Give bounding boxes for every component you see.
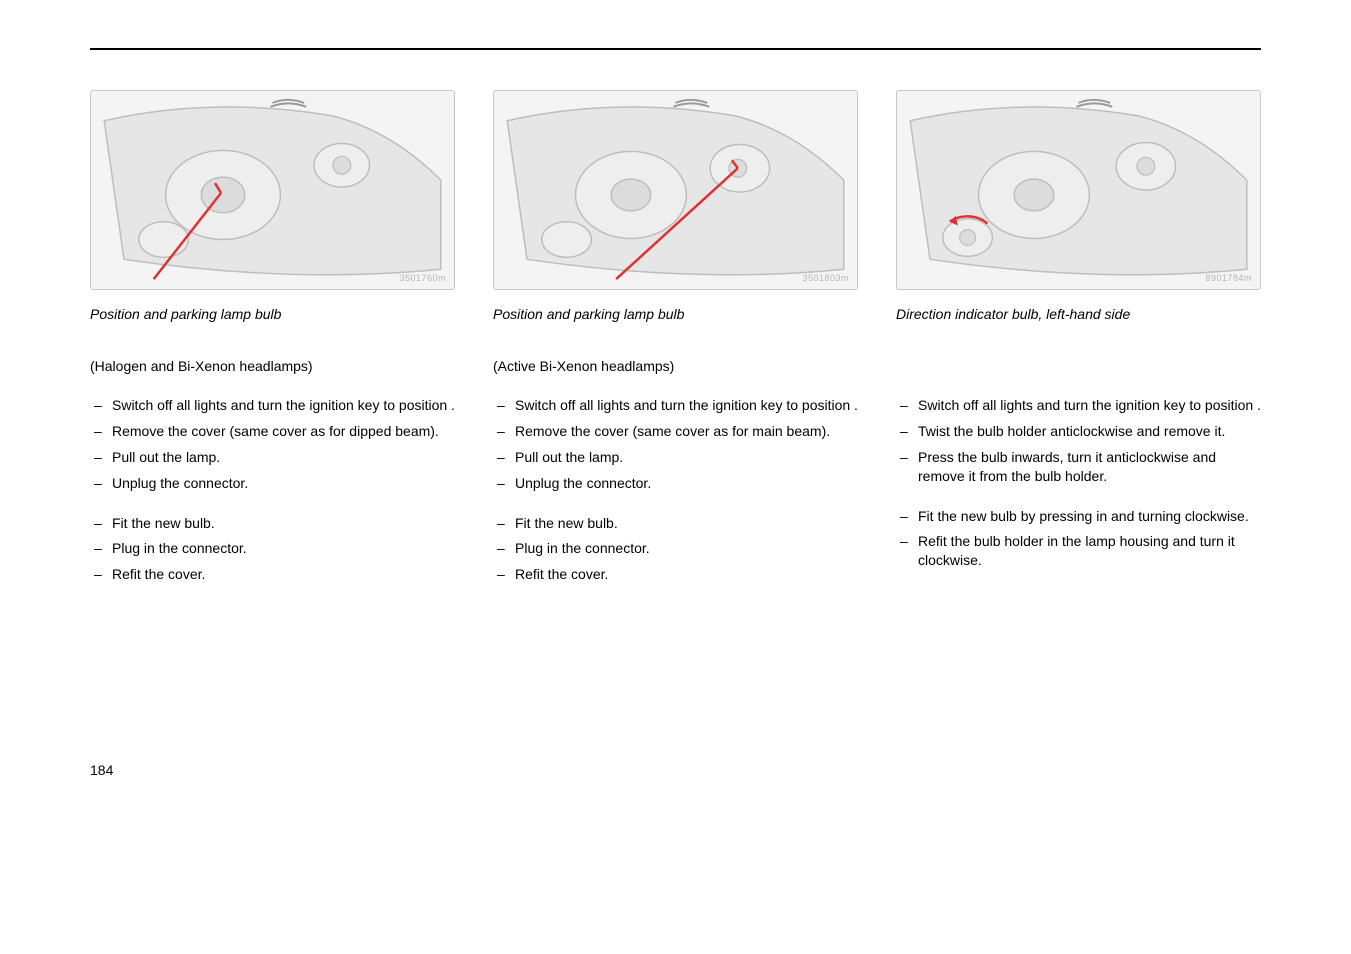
- headlamp-illustration-icon: [91, 91, 454, 289]
- column-1: 3501760m Position and parking lamp bulb …: [90, 90, 455, 591]
- list-item: Fit the new bulb.: [493, 514, 858, 533]
- column-1-steps-a: Switch off all lights and turn the ignit…: [90, 396, 455, 493]
- list-item: Refit the cover.: [90, 565, 455, 584]
- column-3-steps-b: Fit the new bulb by pressing in and turn…: [896, 507, 1261, 571]
- step-group-gap: [896, 493, 1261, 507]
- list-item: Twist the bulb holder anticlockwise and …: [896, 422, 1261, 441]
- list-item: Switch off all lights and turn the ignit…: [493, 396, 858, 415]
- page-number: 184: [90, 762, 113, 778]
- figure-2: 3501803m: [493, 90, 858, 290]
- list-item: Plug in the connector.: [493, 539, 858, 558]
- figure-1-label: 3501760m: [399, 273, 446, 283]
- column-1-subcaption: (Halogen and Bi-Xenon headlamps): [90, 358, 455, 374]
- headlamp-illustration-icon: [897, 91, 1260, 289]
- column-3-steps-a: Switch off all lights and turn the ignit…: [896, 396, 1261, 486]
- figure-2-caption: Position and parking lamp bulb: [493, 306, 858, 322]
- columns-container: 3501760m Position and parking lamp bulb …: [90, 90, 1261, 591]
- column-2-steps-b: Fit the new bulb. Plug in the connector.…: [493, 514, 858, 585]
- figure-1-caption: Position and parking lamp bulb: [90, 306, 455, 322]
- list-item: Switch off all lights and turn the ignit…: [90, 396, 455, 415]
- column-2-steps-a: Switch off all lights and turn the ignit…: [493, 396, 858, 493]
- step-group-gap: [90, 500, 455, 514]
- list-item: Pull out the lamp.: [493, 448, 858, 467]
- top-rule: [90, 48, 1261, 50]
- figure-1: 3501760m: [90, 90, 455, 290]
- figure-2-label: 3501803m: [802, 273, 849, 283]
- list-item: Unplug the connector.: [90, 474, 455, 493]
- column-2-subcaption: (Active Bi-Xenon headlamps): [493, 358, 858, 374]
- list-item: Switch off all lights and turn the ignit…: [896, 396, 1261, 415]
- figure-3: 8901784m: [896, 90, 1261, 290]
- step-group-gap: [493, 500, 858, 514]
- column-1-steps-b: Fit the new bulb. Plug in the connector.…: [90, 514, 455, 585]
- list-item: Plug in the connector.: [90, 539, 455, 558]
- list-item: Press the bulb inwards, turn it anticloc…: [896, 448, 1261, 486]
- list-item: Refit the cover.: [493, 565, 858, 584]
- list-item: Remove the cover (same cover as for dipp…: [90, 422, 455, 441]
- column-2: 3501803m Position and parking lamp bulb …: [493, 90, 858, 591]
- list-item: Refit the bulb holder in the lamp housin…: [896, 532, 1261, 570]
- list-item: Fit the new bulb.: [90, 514, 455, 533]
- column-3: 8901784m Direction indicator bulb, left-…: [896, 90, 1261, 591]
- figure-3-label: 8901784m: [1205, 273, 1252, 283]
- list-item: Unplug the connector.: [493, 474, 858, 493]
- list-item: Fit the new bulb by pressing in and turn…: [896, 507, 1261, 526]
- headlamp-illustration-icon: [494, 91, 857, 289]
- list-item: Remove the cover (same cover as for main…: [493, 422, 858, 441]
- figure-3-caption: Direction indicator bulb, left-hand side: [896, 306, 1261, 322]
- list-item: Pull out the lamp.: [90, 448, 455, 467]
